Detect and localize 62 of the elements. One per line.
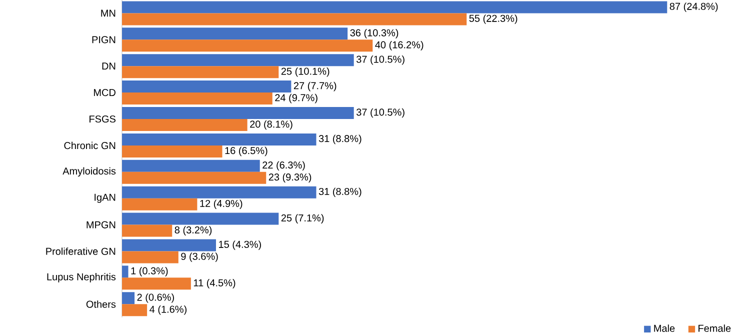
bar: [122, 107, 354, 119]
y-tick-label: Proliferative GN: [46, 248, 116, 255]
bar: [122, 40, 373, 52]
bar: [122, 28, 348, 40]
data-label: 40 (16.2%): [375, 41, 424, 50]
data-label: 24 (9.7%): [275, 94, 318, 104]
y-tick-label: MN: [101, 10, 116, 17]
data-label: 9 (3.6%): [181, 252, 218, 262]
y-tick-label: PIGN: [92, 36, 116, 44]
y-tick-label: MCD: [94, 89, 116, 96]
y-tick-label: FSGS: [90, 115, 116, 123]
y-tick-label: Others: [86, 300, 116, 308]
bar: [122, 186, 316, 198]
data-label: 12 (4.9%): [200, 200, 242, 209]
y-tick-label: DN: [102, 62, 116, 70]
data-label: 4 (1.6%): [150, 305, 187, 315]
bar: [122, 251, 178, 264]
bar: [122, 198, 198, 210]
data-label: 11 (4.5%): [194, 279, 236, 288]
bar: [122, 160, 260, 172]
data-label: 31 (8.8%): [318, 188, 362, 197]
bar: [122, 145, 222, 158]
data-label: 25 (10.1%): [281, 67, 330, 77]
bar: [122, 1, 668, 14]
data-label: 37 (10.5%): [356, 55, 404, 65]
bar: [122, 13, 467, 26]
legend-label: Female: [698, 324, 731, 332]
bar: [122, 304, 148, 316]
data-label: 36 (10.3%): [350, 29, 398, 38]
legend-label: Male: [654, 324, 675, 332]
bar: [122, 80, 292, 93]
data-label: 37 (10.5%): [356, 108, 404, 118]
y-tick-label: Amyloidosis: [62, 167, 116, 177]
data-label: 8 (3.2%): [174, 226, 212, 236]
data-label: 20 (8.1%): [250, 120, 292, 130]
bar: [122, 292, 135, 304]
data-label: 22 (6.3%): [262, 161, 305, 171]
data-label: 87 (24.8%): [670, 2, 718, 12]
data-label: 15 (4.3%): [219, 240, 261, 250]
data-label: 55 (22.3%): [469, 14, 518, 24]
bar: [122, 66, 279, 78]
y-tick-label: Chronic GN: [64, 142, 116, 150]
data-label: 23 (9.3%): [268, 173, 312, 183]
data-label: 16 (6.5%): [225, 146, 268, 156]
bar: [122, 278, 191, 290]
y-tick-label: MPGN: [86, 221, 116, 228]
data-label: 2 (0.6%): [137, 293, 174, 303]
bar: [122, 54, 354, 66]
bar: [122, 133, 316, 146]
data-label: 27 (7.7%): [294, 82, 336, 92]
y-tick-label: IgAN: [94, 194, 116, 203]
bar: [122, 266, 128, 278]
bar: [122, 239, 216, 252]
bar: [122, 212, 279, 225]
data-label: 25 (7.1%): [281, 214, 324, 224]
data-label: 1 (0.3%): [131, 267, 168, 276]
bar: [122, 224, 172, 237]
data-label: 31 (8.8%): [318, 134, 362, 144]
bar: [122, 119, 248, 132]
bar: [122, 92, 272, 105]
bar: [122, 172, 266, 184]
y-tick-label: Lupus Nephritis: [47, 273, 116, 282]
